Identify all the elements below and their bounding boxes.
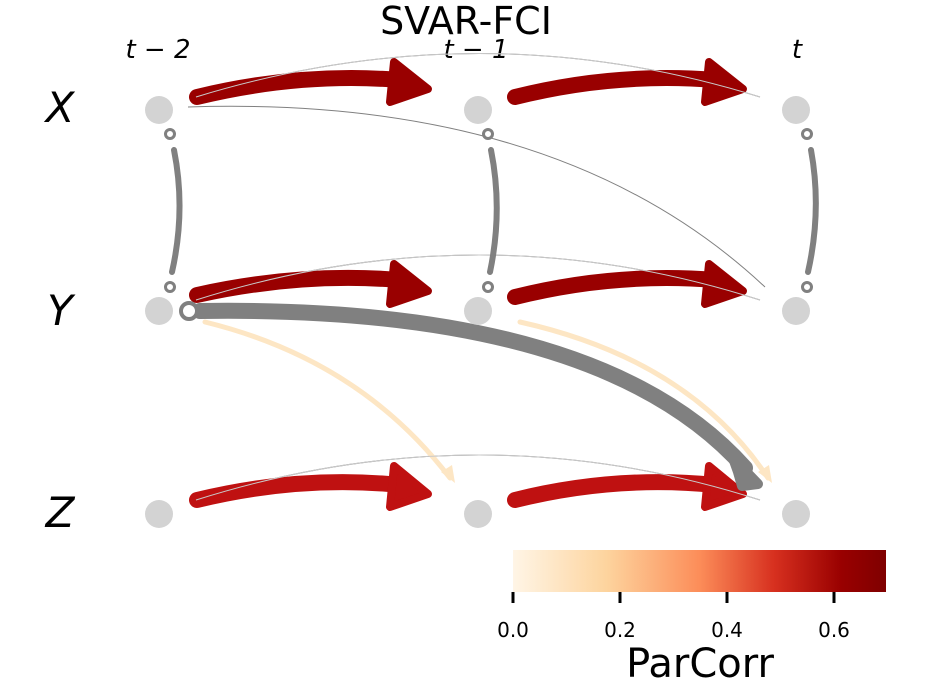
node-z-t2 bbox=[145, 500, 173, 528]
colorbar bbox=[513, 550, 886, 592]
endpoint-y-t1-top bbox=[482, 281, 494, 293]
endpoint-x-t-bottom bbox=[801, 128, 813, 140]
y-autolag-links bbox=[189, 269, 723, 305]
arrowhead-x-t1 bbox=[386, 58, 432, 106]
arrowhead-y-t2-z-t bbox=[728, 453, 763, 491]
link-z-t1-to-z-t bbox=[507, 474, 723, 508]
arrowhead-y-t2-z-t1 bbox=[441, 465, 455, 483]
node-x-t bbox=[782, 96, 810, 124]
variable-label-y: Y bbox=[47, 286, 76, 335]
arrowhead-z-t1 bbox=[386, 462, 432, 511]
thin-curve-x-lag2-overlay bbox=[195, 53, 761, 98]
contemporaneous-links bbox=[169, 147, 819, 275]
weak-lagged-links bbox=[202, 319, 771, 481]
link-y-t2-to-z-t1 bbox=[202, 319, 453, 481]
link-x-t1-to-x-t bbox=[507, 70, 723, 105]
node-y-t2 bbox=[145, 297, 173, 325]
arrowhead-x-t bbox=[701, 58, 747, 106]
colorbar-label: ParCorr bbox=[626, 641, 774, 680]
thin-lag-curves-overlay bbox=[195, 53, 761, 501]
colorbar-tick-label-3: 0.6 bbox=[818, 618, 850, 642]
arrowhead-y-t1-z-t bbox=[758, 465, 772, 483]
endpoint-y-t-top bbox=[801, 281, 813, 293]
graph-nodes bbox=[145, 96, 810, 528]
colorbar-tick-label-2: 0.4 bbox=[711, 618, 743, 642]
z-autolag-links bbox=[189, 474, 723, 508]
link-z-t2-to-z-t1 bbox=[189, 474, 408, 508]
thin-curve-x-to-y bbox=[187, 105, 766, 288]
link-y-t2-to-z-t bbox=[192, 302, 753, 476]
endpoint-x-t2-bottom bbox=[164, 128, 176, 140]
link-x-t2-to-x-t1 bbox=[189, 70, 408, 105]
colorbar-tick-label-0: 0.0 bbox=[497, 618, 529, 642]
time-label-t: t bbox=[792, 35, 803, 65]
colorbar-ticks bbox=[511, 592, 836, 603]
link-x-y-t2 bbox=[169, 147, 183, 275]
link-y-t2-to-y-t1 bbox=[189, 269, 408, 303]
variable-label-x: X bbox=[44, 83, 76, 132]
x-autolag-links bbox=[189, 70, 723, 105]
node-z-t1 bbox=[464, 500, 492, 528]
endpoint-x-t1-bottom bbox=[482, 128, 494, 140]
link-y-t1-to-z-t bbox=[517, 319, 771, 481]
node-y-t bbox=[782, 297, 810, 325]
contemporaneous-endpoints bbox=[164, 128, 813, 293]
diagram-title: SVAR-FCI bbox=[380, 0, 552, 43]
node-x-t1 bbox=[464, 96, 492, 124]
link-x-y-t bbox=[805, 147, 819, 275]
link-y-t1-to-y-t bbox=[507, 270, 723, 305]
arrowhead-y-t1 bbox=[386, 260, 432, 308]
link-x-y-t1 bbox=[487, 147, 500, 275]
endpoint-y-t2-top bbox=[164, 281, 176, 293]
time-label-t-minus-1: t − 1 bbox=[443, 35, 508, 65]
node-z-t bbox=[782, 500, 810, 528]
node-x-t2 bbox=[145, 96, 173, 124]
variable-label-z: Z bbox=[45, 488, 76, 537]
arrowhead-z-t bbox=[701, 462, 747, 511]
thin-curve-z-lag2-overlay bbox=[195, 454, 761, 501]
time-label-t-minus-2: t − 2 bbox=[125, 35, 190, 65]
arrowhead-y-t bbox=[701, 260, 747, 308]
node-y-t1 bbox=[464, 297, 492, 325]
thin-curve-y-lag2-overlay bbox=[195, 254, 761, 301]
colorbar-tick-label-1: 0.2 bbox=[604, 618, 636, 642]
circle-endpoint-y-t2 bbox=[179, 301, 199, 321]
